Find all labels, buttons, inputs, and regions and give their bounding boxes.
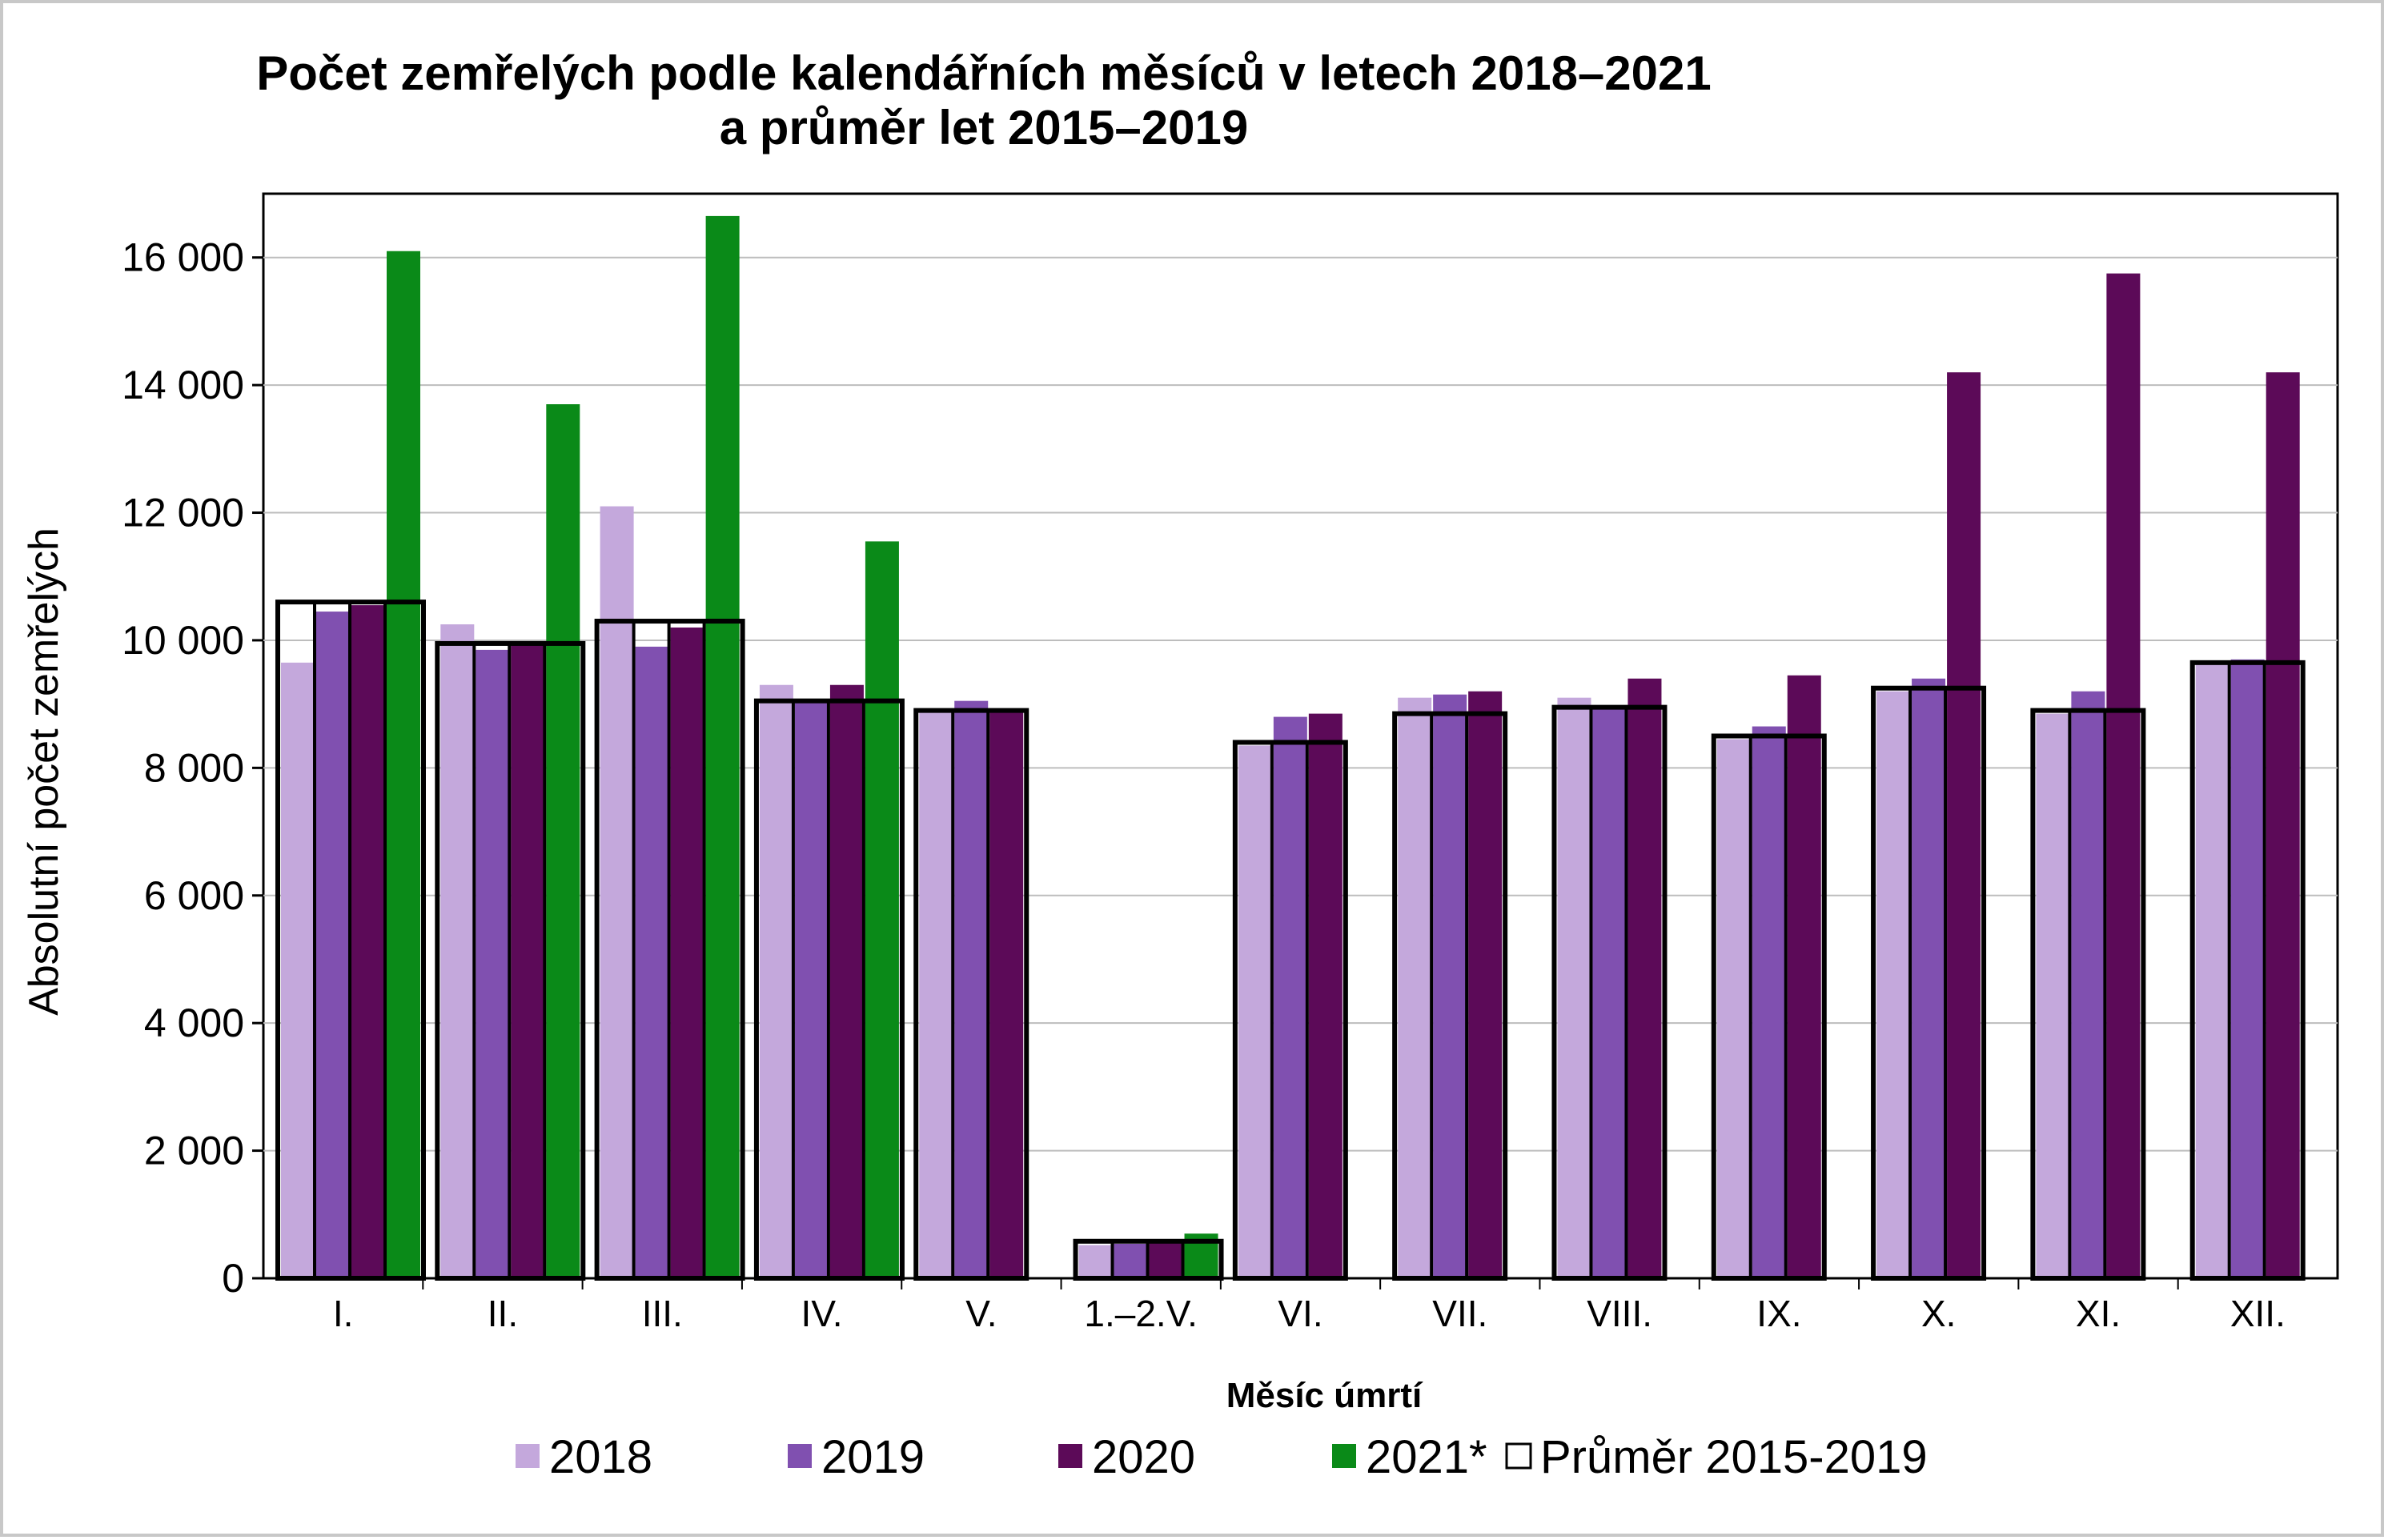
average-outline-9 [1711,733,1827,1281]
average-outlines [275,600,2306,1281]
bar-2018-7 [1398,697,1432,1278]
bar-2021-3 [865,541,899,1278]
bar-2020-8 [1627,678,1662,1278]
bar-2021-1 [546,404,580,1278]
bars [281,215,2300,1279]
bar-2019-7 [1433,694,1467,1278]
bar-2019-9 [1752,726,1786,1278]
y-tick-label: 4 000 [144,1001,244,1045]
bar-2018-12 [2195,662,2229,1278]
y-tick-label: 6 000 [144,873,244,918]
average-outline-11 [2030,708,2146,1281]
y-tick-label: 12 000 [122,491,244,535]
average-outline-12 [2189,660,2306,1281]
bar-2018-0 [281,662,315,1278]
x-tick-label: 1.–2.V. [1084,1293,1198,1334]
bar-2020-3 [829,684,864,1278]
average-outline-4 [913,708,1029,1281]
bar-2020-10 [1947,372,1981,1278]
chart-title-line-1: Počet zemřelých podle kalendářních měsíc… [256,46,1712,100]
average-outline-10 [1871,685,1987,1281]
bar-2019-8 [1592,707,1627,1278]
bar-2019-11 [2071,691,2105,1278]
x-tick-label: IV. [801,1293,843,1334]
x-tick-label: III. [642,1293,683,1334]
bar-2018-1 [440,624,475,1278]
bar-2021-2 [705,215,740,1278]
bar-2019-10 [1912,678,1946,1278]
chart-title-line-2: a průměr let 2015–2019 [720,101,1248,154]
bar-2020-2 [670,628,704,1278]
average-outline-8 [1551,704,1668,1281]
bar-2021-0 [387,251,420,1278]
bar-2020-7 [1468,691,1503,1278]
legend: 2018 2019 2020 2021* Průměr 2015-2019 [516,1431,1928,1483]
bar-2018-4 [919,710,953,1278]
bar-2019-3 [794,700,829,1278]
legend-label: Průměr 2015-2019 [1540,1431,1928,1483]
bar-2018-6 [1238,745,1272,1278]
bar-2020-9 [1787,675,1821,1278]
x-tick-label: VII. [1432,1293,1487,1334]
bar-2020-5 [1149,1242,1183,1278]
bar-2020-12 [2266,372,2300,1278]
x-tick-label: I. [333,1293,354,1334]
bar-2020-1 [511,643,545,1278]
legend-swatch [1332,1444,1356,1468]
x-tick-label: XI. [2076,1293,2121,1334]
bar-2019-5 [1114,1243,1148,1278]
average-outline-7 [1392,711,1508,1281]
bar-2019-2 [635,646,669,1278]
average-outline-6 [1232,740,1348,1281]
x-tick-label: XII. [2230,1293,2286,1334]
bar-2020-0 [351,605,385,1278]
x-tick-label: X. [1921,1293,1956,1334]
x-tick-label: IX. [1756,1293,1801,1334]
x-tick-label: II. [488,1293,518,1334]
legend-label: 2019 [821,1431,925,1483]
x-tick-label: V. [965,1293,997,1334]
bar-2019-4 [954,700,989,1278]
y-tick-label: 16 000 [122,235,244,280]
x-tick-label: VI. [1278,1293,1322,1334]
bar-2019-6 [1273,716,1307,1278]
bar-2019-12 [2230,659,2265,1278]
legend-swatch [516,1444,540,1468]
bar-2020-11 [2106,273,2141,1279]
bar-2018-11 [2036,713,2070,1278]
y-tick-label: 14 000 [122,363,244,407]
bar-chart: Počet zemřelých podle kalendářních měsíc… [21,46,2339,1483]
y-axis-ticks: 0 2 000 4 000 6 000 8 000 10 000 12 000 14 000 1… [122,235,263,1301]
legend-swatch [788,1444,812,1468]
legend-swatch [1058,1444,1082,1468]
bar-2018-9 [1716,739,1751,1278]
bar-2018-5 [1078,1245,1113,1278]
legend-label: 2020 [1092,1431,1195,1483]
bar-2018-2 [600,506,634,1278]
legend-label: 2021* [1366,1431,1487,1483]
bar-2018-10 [1876,691,1911,1278]
y-tick-label: 8 000 [144,745,244,790]
bar-2019-0 [316,612,350,1278]
x-tick-label: VIII. [1587,1293,1652,1334]
legend-swatch [1505,1442,1532,1470]
bar-2020-4 [989,710,1024,1278]
bar-2018-3 [759,684,793,1278]
y-tick-label: 2 000 [144,1129,244,1173]
y-tick-label: 10 000 [122,618,244,663]
legend-label: 2018 [549,1431,652,1483]
bar-2019-1 [476,649,510,1278]
x-axis-ticks: I. II. III. IV. V. 1.–2.V. VI. VII. VIII. IX. X. XI… [333,1278,2286,1334]
bar-2018-8 [1557,697,1591,1278]
bar-2020-6 [1308,713,1343,1278]
y-tick-label: 0 [222,1256,244,1301]
x-axis-title: Měsíc úmrtí [1226,1376,1423,1415]
y-axis-title: Absolutní počet zemřelých [21,527,67,1016]
